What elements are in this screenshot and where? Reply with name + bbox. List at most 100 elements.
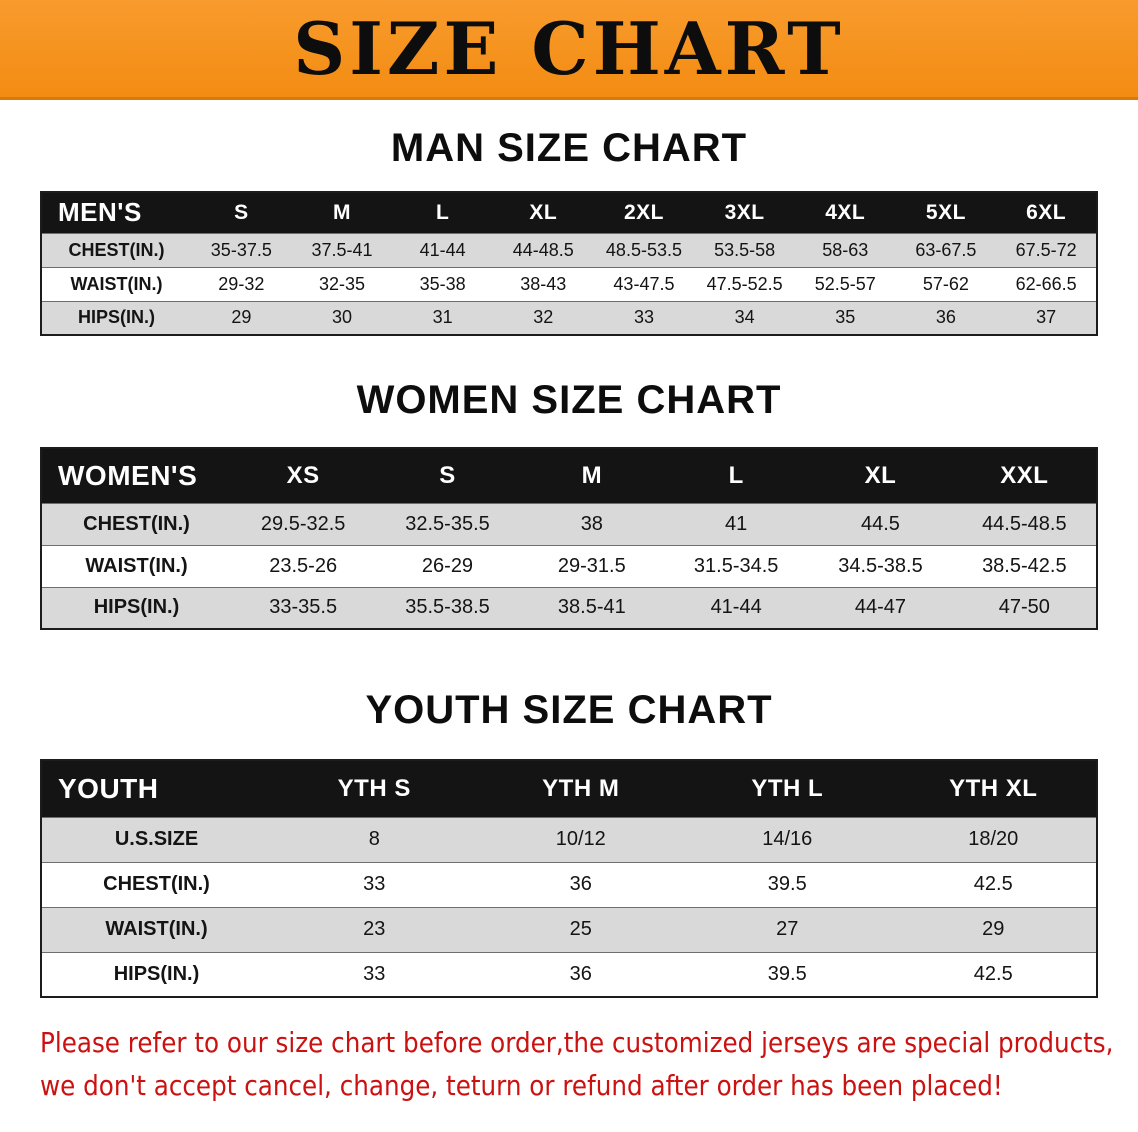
row-label-cell: WAIST(IN.) [41, 266, 191, 301]
value-cell: 38-43 [492, 266, 594, 301]
value-cell: 67.5-72 [996, 232, 1097, 267]
size-header-cell: L [663, 448, 809, 503]
value-cell: 35-38 [392, 266, 493, 301]
value-cell: 14/16 [684, 816, 891, 862]
value-cell: 47.5-52.5 [694, 266, 795, 301]
value-cell: 34 [694, 300, 795, 335]
value-cell: 41-44 [392, 232, 493, 267]
man-size-chart-heading: MAN SIZE CHART [390, 126, 748, 170]
value-cell: 53.5-58 [694, 232, 795, 267]
size-header-cell: YTH XL [890, 760, 1097, 817]
value-cell: 38.5-41 [519, 586, 664, 629]
row-label-cell: HIPS(IN.) [41, 951, 271, 997]
row-label-cell: HIPS(IN.) [41, 586, 231, 629]
value-cell: 33-35.5 [231, 586, 376, 629]
value-cell: 32 [492, 300, 594, 335]
value-cell: 39.5 [684, 951, 891, 997]
youth-size-chart-section: YOUTH SIZE CHART YOUTH YTH S YTH M YTH L YTH… [0, 688, 1138, 998]
size-header-cell: M [291, 192, 393, 233]
table-row: HIPS(IN.) 29 30 31 32 33 34 35 36 37 [41, 300, 1097, 335]
value-cell: 36 [477, 861, 684, 907]
value-cell: 33 [271, 861, 478, 907]
row-label-cell: U.S.SIZE [41, 816, 271, 862]
size-header-cell: S [191, 192, 292, 233]
value-cell: 23.5-26 [231, 544, 376, 587]
table-header-row: WOMEN'S XS S M L XL XXL [41, 448, 1097, 503]
row-label-cell: HIPS(IN.) [41, 300, 191, 335]
table-header-row: MEN'S S M L XL 2XL 3XL 4XL 5XL 6XL [41, 192, 1097, 233]
value-cell: 29.5-32.5 [231, 502, 376, 545]
size-header-cell: YTH M [477, 760, 684, 817]
order-note-line-2: we don't accept cancel, change, teturn o… [40, 1069, 1003, 1102]
value-cell: 29 [890, 906, 1097, 952]
size-header-cell: 3XL [694, 192, 795, 233]
size-header-cell: XS [231, 448, 376, 503]
table-row: WAIST(IN.) 23 25 27 29 [41, 906, 1097, 952]
table-row: HIPS(IN.) 33 36 39.5 42.5 [41, 951, 1097, 997]
value-cell: 48.5-53.5 [593, 232, 695, 267]
youth-size-table: YOUTH YTH S YTH M YTH L YTH XL U.S.SIZE 8 10/12… [40, 759, 1098, 998]
value-cell: 39.5 [684, 861, 891, 907]
value-cell: 29-32 [191, 266, 292, 301]
size-header-cell: YTH S [271, 760, 478, 817]
value-cell: 41-44 [663, 586, 809, 629]
size-header-cell: YTH L [684, 760, 891, 817]
value-cell: 27 [684, 906, 891, 952]
table-row: WAIST(IN.) 23.5-26 26-29 29-31.5 31.5-34.5 34… [41, 544, 1097, 587]
value-cell: 30 [291, 300, 393, 335]
size-header-cell: L [392, 192, 493, 233]
value-cell: 35-37.5 [191, 232, 292, 267]
value-cell: 57-62 [895, 266, 997, 301]
value-cell: 10/12 [477, 816, 684, 862]
table-title-cell: MEN'S [41, 192, 191, 233]
women-size-table: WOMEN'S XS S M L XL XXL CHEST(IN.) 29.5-32.5 32.5… [40, 447, 1098, 630]
size-header-cell: S [375, 448, 520, 503]
value-cell: 44-48.5 [492, 232, 594, 267]
value-cell: 41 [663, 502, 809, 545]
value-cell: 18/20 [890, 816, 1097, 862]
table-row: CHEST(IN.) 35-37.5 37.5-41 41-44 44-48.5 48.5… [41, 232, 1097, 267]
size-header-cell: 2XL [593, 192, 695, 233]
value-cell: 25 [477, 906, 684, 952]
value-cell: 33 [271, 951, 478, 997]
value-cell: 37.5-41 [291, 232, 393, 267]
value-cell: 31.5-34.5 [663, 544, 809, 587]
value-cell: 52.5-57 [794, 266, 896, 301]
youth-size-chart-heading: YOUTH SIZE CHART [365, 688, 773, 732]
value-cell: 47-50 [952, 586, 1097, 629]
order-note: Please refer to our size chart before or… [40, 1026, 1138, 1102]
row-label-cell: WAIST(IN.) [41, 544, 231, 587]
table-title-cell: YOUTH [41, 760, 271, 817]
value-cell: 38.5-42.5 [952, 544, 1097, 587]
value-cell: 29-31.5 [519, 544, 664, 587]
value-cell: 44.5 [808, 502, 953, 545]
value-cell: 38 [519, 502, 664, 545]
size-header-cell: 6XL [996, 192, 1097, 233]
value-cell: 44-47 [808, 586, 953, 629]
value-cell: 58-63 [794, 232, 896, 267]
women-size-chart-heading: WOMEN SIZE CHART [356, 378, 782, 422]
table-row: HIPS(IN.) 33-35.5 35.5-38.5 38.5-41 41-44 44-… [41, 586, 1097, 629]
order-note-line-1: Please refer to our size chart before or… [40, 1026, 1114, 1059]
value-cell: 35.5-38.5 [375, 586, 520, 629]
value-cell: 36 [477, 951, 684, 997]
value-cell: 26-29 [375, 544, 520, 587]
value-cell: 44.5-48.5 [952, 502, 1097, 545]
value-cell: 8 [271, 816, 478, 862]
size-chart-banner: SIZE CHART [0, 0, 1138, 100]
value-cell: 62-66.5 [996, 266, 1097, 301]
table-row: WAIST(IN.) 29-32 32-35 35-38 38-43 43-47.5 47.… [41, 266, 1097, 301]
size-header-cell: 5XL [895, 192, 997, 233]
value-cell: 35 [794, 300, 896, 335]
row-label-cell: CHEST(IN.) [41, 861, 271, 907]
man-size-chart-section: MAN SIZE CHART MEN'S S M L XL 2XL 3XL 4XL 5XL 6XL… [0, 126, 1138, 336]
value-cell: 42.5 [890, 951, 1097, 997]
women-size-chart-section: WOMEN SIZE CHART WOMEN'S XS S M L XL XXL CHEST(… [0, 378, 1138, 630]
size-header-cell: XL [492, 192, 594, 233]
table-row: CHEST(IN.) 33 36 39.5 42.5 [41, 861, 1097, 907]
value-cell: 43-47.5 [593, 266, 695, 301]
banner-title: SIZE CHART [293, 6, 845, 91]
value-cell: 31 [392, 300, 493, 335]
row-label-cell: WAIST(IN.) [41, 906, 271, 952]
value-cell: 33 [593, 300, 695, 335]
